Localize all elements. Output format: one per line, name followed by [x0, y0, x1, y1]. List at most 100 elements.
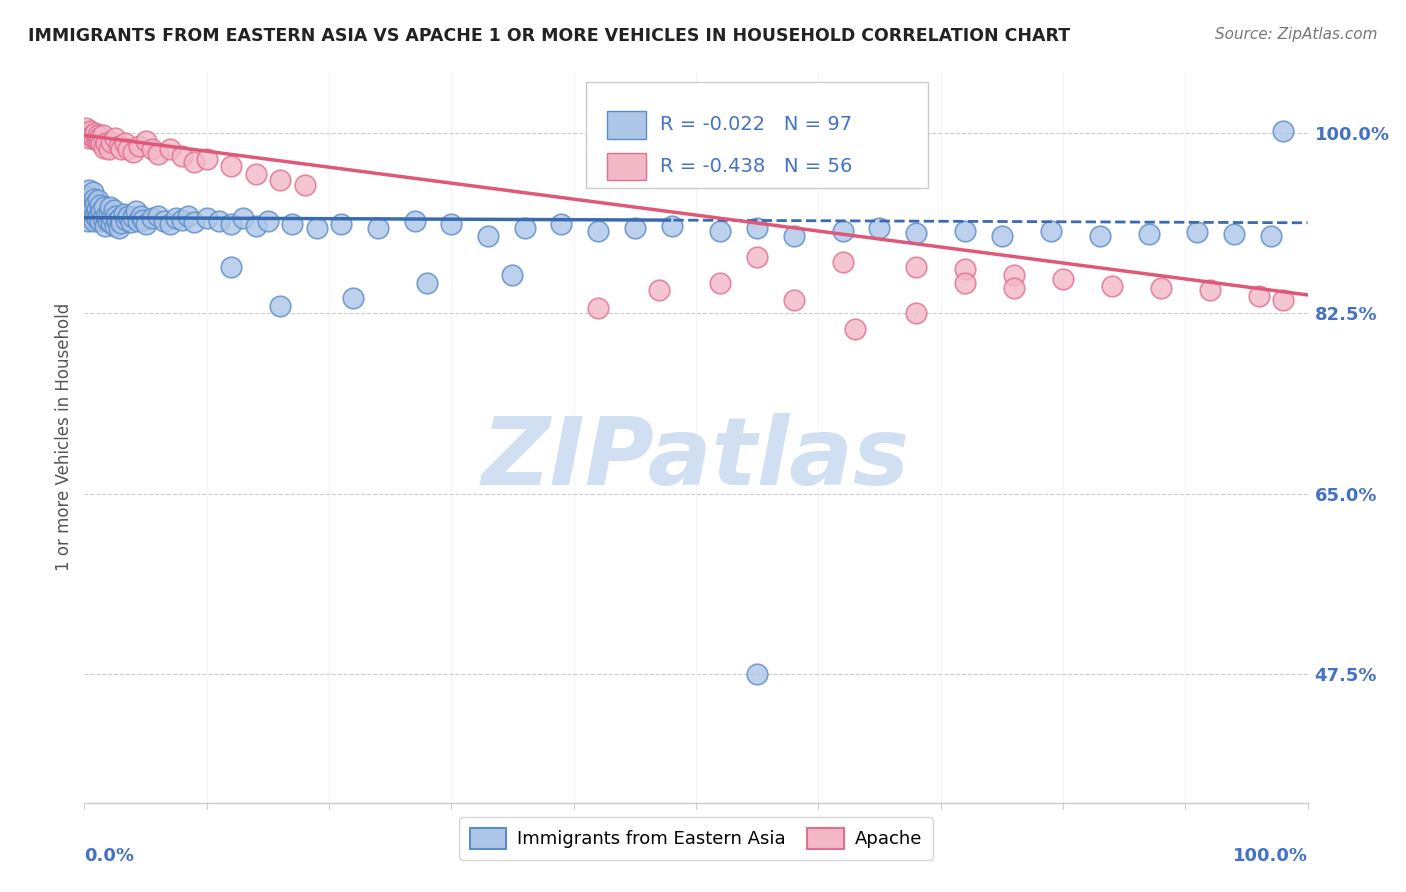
Point	[108, 211, 131, 225]
Point	[1187, 225, 1209, 239]
Point	[257, 213, 280, 227]
Text: 100.0%: 100.0%	[1233, 847, 1308, 864]
Point	[1088, 229, 1111, 244]
Point	[77, 213, 100, 227]
Point	[294, 178, 316, 192]
Point	[1002, 268, 1025, 283]
Point	[89, 213, 111, 227]
FancyBboxPatch shape	[606, 153, 645, 180]
Point	[117, 209, 139, 223]
Point	[648, 283, 671, 297]
Point	[105, 209, 128, 223]
Point	[84, 126, 107, 140]
Point	[89, 198, 111, 212]
Point	[747, 250, 769, 264]
Point	[90, 136, 112, 151]
Point	[661, 219, 683, 233]
Point	[624, 221, 647, 235]
Point	[97, 142, 120, 156]
Point	[153, 213, 176, 227]
Point	[86, 202, 108, 217]
Point	[76, 209, 98, 223]
Point	[86, 133, 108, 147]
Point	[342, 291, 364, 305]
Point	[83, 213, 105, 227]
Point	[1272, 124, 1295, 138]
Point	[115, 212, 138, 227]
Point	[869, 221, 891, 235]
Point	[79, 206, 101, 220]
Point	[103, 203, 125, 218]
Point	[77, 131, 100, 145]
Point	[953, 276, 976, 290]
Point	[104, 219, 127, 233]
Point	[159, 142, 181, 156]
Point	[177, 209, 200, 223]
Point	[141, 211, 163, 225]
Point	[367, 221, 389, 235]
Point	[269, 172, 291, 186]
Point	[991, 229, 1014, 244]
Point	[586, 224, 609, 238]
Point	[905, 260, 928, 274]
Text: R = -0.022   N = 97: R = -0.022 N = 97	[661, 115, 852, 135]
Point	[79, 190, 101, 204]
Point	[129, 209, 152, 223]
Point	[77, 183, 100, 197]
Point	[128, 138, 150, 153]
Point	[76, 193, 98, 207]
Point	[91, 128, 114, 143]
Point	[105, 213, 128, 227]
Point	[477, 229, 499, 244]
Point	[1002, 281, 1025, 295]
Point	[1260, 229, 1282, 244]
Point	[80, 129, 103, 144]
Point	[416, 276, 439, 290]
Point	[195, 211, 218, 225]
Point	[245, 167, 267, 181]
Point	[110, 216, 132, 230]
Point	[502, 268, 524, 283]
Point	[83, 192, 105, 206]
Point	[96, 209, 118, 223]
Point	[97, 213, 120, 227]
Point	[114, 136, 136, 151]
Point	[135, 217, 157, 231]
Text: 0.0%: 0.0%	[84, 847, 135, 864]
Point	[87, 209, 110, 223]
Point	[1223, 227, 1246, 241]
Point	[1052, 272, 1074, 286]
Point	[107, 221, 129, 235]
Y-axis label: 1 or more Vehicles in Household: 1 or more Vehicles in Household	[55, 303, 73, 571]
Point	[953, 262, 976, 277]
Point	[84, 208, 107, 222]
Point	[586, 301, 609, 316]
Text: Source: ZipAtlas.com: Source: ZipAtlas.com	[1215, 27, 1378, 42]
Point	[82, 128, 104, 143]
Point	[87, 128, 110, 143]
Point	[709, 276, 731, 290]
Point	[146, 146, 169, 161]
Point	[831, 255, 853, 269]
Point	[1150, 281, 1173, 295]
Point	[550, 217, 572, 231]
Point	[110, 142, 132, 156]
Point	[93, 140, 115, 154]
Point	[1272, 293, 1295, 307]
Point	[1039, 224, 1062, 238]
Point	[76, 126, 98, 140]
Point	[82, 185, 104, 199]
Point	[831, 224, 853, 238]
Point	[94, 219, 117, 233]
Point	[183, 155, 205, 169]
Point	[100, 136, 122, 150]
Point	[330, 217, 353, 231]
Point	[75, 121, 97, 136]
Point	[513, 221, 536, 235]
Point	[77, 188, 100, 202]
Point	[281, 217, 304, 231]
Point	[219, 217, 242, 231]
Point	[117, 142, 139, 156]
Point	[305, 221, 328, 235]
Point	[101, 210, 124, 224]
